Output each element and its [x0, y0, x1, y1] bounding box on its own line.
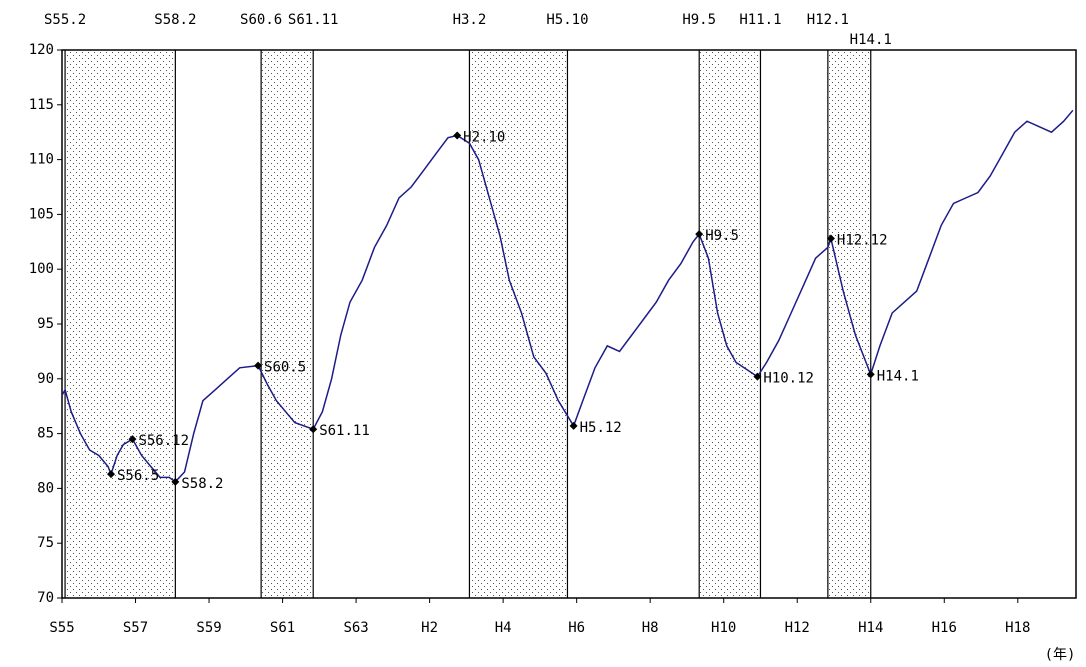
x-tick-label: H12: [785, 620, 810, 636]
recession-date-label: S60.6: [240, 12, 282, 28]
turning-point-label: H12.12: [837, 233, 888, 249]
x-tick-label: S59: [196, 620, 221, 636]
recession-band: [827, 50, 871, 598]
x-tick-label: H2: [421, 620, 438, 636]
turning-point: [866, 370, 875, 379]
y-tick-label: 75: [37, 535, 54, 551]
x-tick-label: H10: [711, 620, 736, 636]
x-tick-label: S61: [270, 620, 295, 636]
turning-point-label: H5.12: [580, 420, 622, 436]
x-unit: (年): [1045, 647, 1076, 663]
y-tick-label: 110: [29, 152, 54, 168]
recession-band: [261, 50, 314, 598]
turning-point: [128, 435, 137, 444]
recession-date-label: S55.2: [44, 12, 86, 28]
turning-point-label: S56.12: [138, 433, 189, 449]
turning-point: [695, 230, 704, 239]
recession-date-label: S61.11: [288, 12, 339, 28]
turning-point: [826, 234, 835, 243]
y-tick-label: 95: [37, 316, 54, 332]
recession-date-label: S58.2: [154, 12, 196, 28]
y-tick-label: 70: [37, 590, 54, 606]
y-tick-label: 120: [29, 42, 54, 58]
x-tick-label: H14: [858, 620, 883, 636]
turning-point-label: H14.1: [877, 368, 919, 384]
y-tick-label: 105: [29, 206, 54, 222]
recession-date-label: H14.1: [850, 32, 892, 48]
y-tick-label: 80: [37, 480, 54, 496]
x-tick-label: H8: [642, 620, 659, 636]
recession-band: [65, 50, 176, 598]
index-line: [61, 109, 1074, 483]
y-tick-label: 85: [37, 426, 54, 442]
turning-point-label: S61.11: [319, 423, 370, 439]
x-tick-label: H18: [1005, 620, 1030, 636]
turning-point: [171, 477, 180, 486]
turning-point-label: S58.2: [181, 476, 223, 492]
y-tick-label: 100: [29, 261, 54, 277]
x-tick-label: H6: [568, 620, 585, 636]
turning-point: [753, 372, 762, 381]
turning-point-label: H2.10: [463, 129, 505, 145]
y-tick-label: 115: [29, 97, 54, 113]
turning-point: [107, 470, 116, 479]
turning-point: [254, 361, 263, 370]
recession-date-label: H12.1: [807, 12, 849, 28]
turning-point-label: H9.5: [705, 228, 739, 244]
recession-band: [469, 50, 568, 598]
turning-point-label: H10.12: [763, 371, 814, 387]
plot-area: [62, 50, 1076, 598]
x-tick-label: H16: [932, 620, 957, 636]
recession-date-label: H11.1: [739, 12, 781, 28]
turning-point: [309, 425, 318, 434]
turning-point: [569, 421, 578, 430]
x-tick-label: H4: [495, 620, 512, 636]
turning-point-label: S60.5: [264, 360, 306, 376]
y-tick-label: 90: [37, 371, 54, 387]
recession-date-label: H5.10: [546, 12, 588, 28]
recession-band: [699, 50, 761, 598]
recession-date-label: H3.2: [453, 12, 487, 28]
x-tick-label: S55: [49, 620, 74, 636]
recession-date-label: H9.5: [682, 12, 716, 28]
x-tick-label: S63: [343, 620, 368, 636]
turning-point-label: S56.5: [117, 468, 159, 484]
x-tick-label: S57: [123, 620, 148, 636]
turning-point: [453, 131, 462, 140]
